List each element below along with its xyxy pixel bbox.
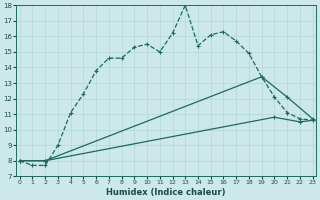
X-axis label: Humidex (Indice chaleur): Humidex (Indice chaleur) [107, 188, 226, 197]
